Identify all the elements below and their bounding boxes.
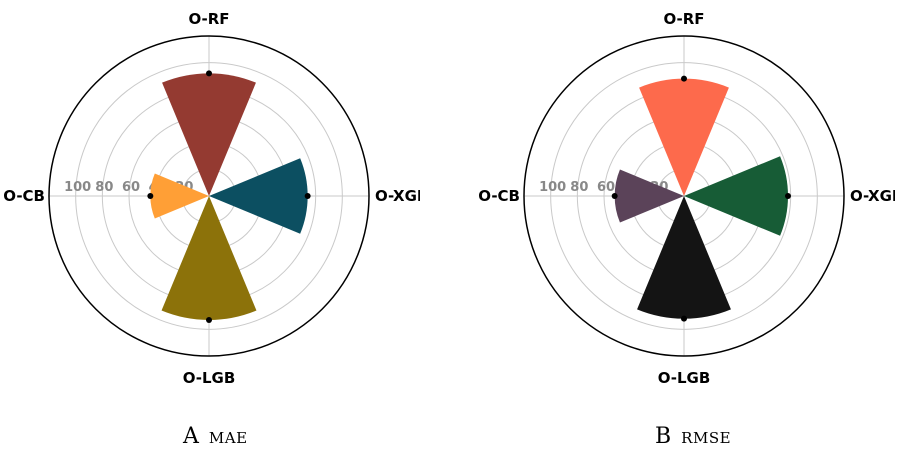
outer-circle <box>523 35 845 357</box>
category-label-o-cb: O-CB <box>478 187 520 205</box>
category-label-o-cb: O-CB <box>3 187 45 205</box>
caption-a: A MAE <box>183 424 248 449</box>
caption-b-letter: B <box>655 424 672 449</box>
bar-o-rf <box>162 73 256 196</box>
value-marker-o-xgb <box>785 193 791 199</box>
value-marker-o-cb <box>611 193 618 199</box>
category-label-o-xgb: O-XGB <box>850 187 895 205</box>
category-label-o-lgb: O-LGB <box>658 369 711 387</box>
radial-tick-label: 100 <box>539 180 566 195</box>
outer-circle <box>48 35 370 357</box>
radial-tick-label: 80 <box>570 180 588 195</box>
bar-o-lgb <box>637 196 731 319</box>
radial-tick-label: 60 <box>597 180 615 195</box>
category-label-o-lgb: O-LGB <box>183 369 236 387</box>
bar-o-rf <box>639 78 729 196</box>
radial-tick-label: 60 <box>122 180 140 195</box>
caption-b-metric: RMSE <box>681 429 732 447</box>
value-marker-o-lgb <box>681 315 687 322</box>
value-marker-o-rf <box>206 70 212 77</box>
bar-o-xgb <box>209 158 308 234</box>
caption-a-letter: A <box>183 424 199 449</box>
value-marker-o-rf <box>681 75 687 82</box>
caption-b: B RMSE <box>655 424 731 449</box>
category-label-o-rf: O-RF <box>663 10 704 28</box>
value-marker-o-xgb <box>304 193 311 199</box>
category-label-o-rf: O-RF <box>188 10 229 28</box>
bar-o-cb <box>614 169 684 223</box>
bar-o-cb <box>150 173 209 219</box>
caption-a-metric: MAE <box>208 429 248 447</box>
value-marker-o-lgb <box>206 317 212 323</box>
value-marker-o-cb <box>147 193 154 199</box>
category-label-o-xgb: O-XGB <box>375 187 420 205</box>
radial-tick-label: 100 <box>64 180 91 195</box>
bar-o-xgb <box>684 156 788 236</box>
bar-o-lgb <box>161 196 257 321</box>
radial-tick-label: 80 <box>95 180 113 195</box>
